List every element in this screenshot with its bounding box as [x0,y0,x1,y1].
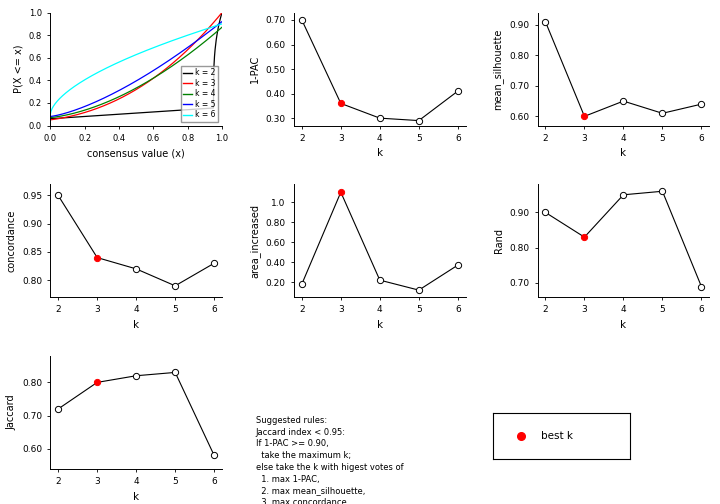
k = 6 [202,26,210,32]
Y-axis label: Jaccard: Jaccard [6,395,17,430]
k = 5 [191,39,199,45]
k = 5 [151,66,160,72]
Line: k = 3: k = 3 [50,13,222,120]
k = 3 [217,10,226,16]
k = 3 [151,74,160,80]
k = 6 [151,44,160,50]
k = 2 [148,109,156,115]
X-axis label: consensus value (x): consensus value (x) [87,148,185,158]
k = 4 [46,114,55,120]
k = 2 [47,115,55,121]
k = 2 [46,116,55,122]
k = 4 [151,74,160,80]
k = 3 [148,76,156,82]
k = 4 [202,38,210,44]
k = 2 [191,106,199,112]
k = 3 [148,76,157,82]
k = 6 [47,108,55,114]
k = 3 [191,39,199,45]
Line: k = 4: k = 4 [50,27,222,117]
k = 4 [191,46,199,52]
k = 3 [202,28,210,34]
Legend: k = 2, k = 3, k = 4, k = 5, k = 6: k = 2, k = 3, k = 4, k = 5, k = 6 [181,66,218,121]
X-axis label: k: k [621,148,626,158]
X-axis label: k: k [133,320,139,330]
Line: k = 6: k = 6 [50,24,222,114]
Y-axis label: P(X <= x): P(X <= x) [13,45,23,93]
k = 6 [148,45,156,51]
k = 5 [148,69,156,75]
Y-axis label: Rand: Rand [494,228,503,253]
k = 2 [202,105,210,111]
Line: k = 2: k = 2 [50,13,222,119]
k = 6 [148,45,157,51]
Text: Suggested rules:
Jaccard index < 0.95:
If 1-PAC >= 0.90,
  take the maximum k;
e: Suggested rules: Jaccard index < 0.95: I… [256,416,403,504]
Text: best k: best k [541,431,573,441]
X-axis label: k: k [377,148,383,158]
Y-axis label: 1-PAC: 1-PAC [250,55,260,83]
k = 2 [151,109,160,115]
X-axis label: k: k [377,320,383,330]
k = 4 [148,76,157,82]
k = 2 [217,10,226,16]
k = 5 [217,19,226,25]
k = 4 [47,114,55,120]
k = 3 [47,117,55,123]
k = 4 [148,76,156,82]
k = 6 [191,30,199,36]
k = 5 [148,68,157,74]
X-axis label: k: k [621,320,626,330]
k = 4 [217,24,226,30]
k = 6 [46,111,55,117]
k = 5 [46,113,55,119]
k = 3 [46,117,55,123]
k = 2 [148,109,157,115]
Y-axis label: concordance: concordance [6,210,17,272]
k = 5 [202,31,210,37]
k = 5 [47,113,55,119]
X-axis label: k: k [133,491,139,501]
Y-axis label: area_increased: area_increased [249,204,260,278]
k = 6 [217,21,226,27]
Line: k = 5: k = 5 [50,22,222,116]
Y-axis label: mean_silhouette: mean_silhouette [492,28,503,110]
